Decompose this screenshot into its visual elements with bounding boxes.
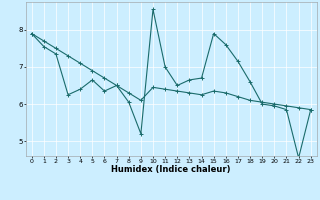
X-axis label: Humidex (Indice chaleur): Humidex (Indice chaleur) — [111, 165, 231, 174]
